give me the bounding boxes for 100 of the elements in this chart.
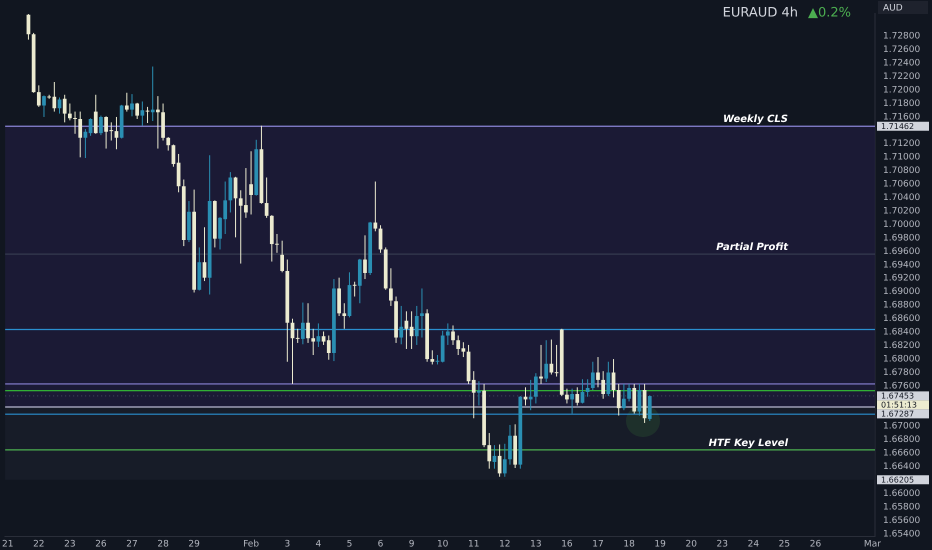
candlestick [580, 378, 584, 404]
candlestick [601, 370, 606, 400]
y-tick-label: 1.69800 [883, 233, 920, 244]
y-tick-label: 1.72800 [883, 32, 920, 42]
y-tick-label: 1.68400 [883, 328, 920, 338]
candlestick [58, 96, 62, 114]
y-tick-label: 1.69000 [883, 287, 920, 298]
x-tick-label: 25 [778, 539, 790, 550]
candlestick [301, 302, 305, 345]
y-tick-label: 1.70800 [883, 166, 920, 176]
y-tick-label: 1.68600 [883, 314, 920, 324]
candlestick [352, 281, 357, 298]
candlestick [446, 322, 450, 346]
x-tick-label: 26 [810, 539, 822, 550]
candlestick [606, 361, 610, 397]
y-tick-label: 1.67000 [883, 422, 920, 432]
candlestick [280, 240, 284, 273]
candlestick [632, 383, 636, 414]
candlestick [492, 444, 496, 470]
text: 1.71462 [881, 122, 914, 131]
candlestick [114, 116, 118, 150]
x-tick-label: 12 [499, 539, 511, 550]
x-tick-label: 23 [64, 539, 76, 550]
candlestick [316, 322, 320, 348]
y-tick-label: 1.72400 [883, 58, 920, 69]
y-tick-label: 1.69200 [883, 274, 920, 284]
ref-line-label: Weekly CLS [723, 114, 788, 126]
x-tick-label: 29 [188, 539, 200, 550]
y-tick-label: 1.68200 [883, 340, 920, 351]
candlestick [498, 444, 502, 478]
candlestick [420, 288, 424, 338]
y-tick-label: 1.71600 [883, 112, 920, 122]
x-tick-label: 6 [378, 539, 384, 550]
text: 1.66205 [881, 475, 914, 484]
candlestick [487, 432, 492, 470]
candlestick [378, 224, 382, 254]
candlestick [78, 111, 82, 158]
candlestick [565, 388, 569, 404]
y-tick-label: 1.65400 [883, 529, 920, 540]
candlestick [539, 344, 543, 384]
x-tick-label: 22 [33, 539, 45, 550]
candlestick [202, 226, 206, 282]
candlestick [544, 340, 548, 382]
x-tick-label: Feb [243, 539, 260, 550]
candlestick [94, 94, 98, 134]
y-tick-label: 1.72000 [883, 85, 920, 96]
candlestick [99, 115, 103, 136]
x-tick-label: 10 [436, 539, 449, 550]
x-tick-label: 28 [157, 539, 170, 550]
candlestick [508, 424, 512, 466]
candlestick [150, 66, 155, 122]
x-tick-label: 4 [316, 539, 322, 550]
candlestick [290, 318, 294, 384]
candlestick [575, 386, 580, 406]
candlestick [524, 386, 528, 406]
x-tick-label: 26 [95, 539, 107, 550]
candlestick [26, 14, 30, 40]
x-tick-label: 23 [716, 539, 728, 550]
x-tick-label: 18 [623, 539, 636, 550]
candlestick [140, 100, 144, 126]
y-tick-label: 1.70000 [883, 220, 920, 230]
x-tick-label: 3 [284, 539, 290, 550]
candlestick [36, 84, 41, 108]
candlestick [228, 172, 232, 213]
candlestick [502, 443, 507, 478]
y-tick-label: 1.66000 [883, 488, 920, 499]
candlestick [311, 328, 316, 356]
candlestick [156, 96, 160, 150]
candlestick [130, 94, 134, 117]
candlestick [586, 378, 590, 398]
y-tick-label: 1.65600 [883, 516, 920, 526]
candlestick [306, 302, 310, 344]
x-tick-label: 21 [2, 539, 14, 550]
ref-line-label: Partial Profit [716, 242, 790, 254]
y-tick-label: 1.68800 [883, 300, 920, 311]
x-tick-label: 17 [592, 539, 604, 550]
y-tick-label: 1.72200 [883, 72, 920, 82]
candlestick [534, 372, 538, 404]
y-tick-label: 1.70200 [883, 206, 920, 216]
x-tick-label: 27 [126, 539, 138, 550]
x-tick-label: 13 [530, 539, 542, 550]
candlestick [638, 383, 642, 416]
y-tick-label: 1.66400 [883, 462, 920, 472]
candlestick [296, 328, 300, 344]
candlestick [42, 94, 46, 118]
text: 01:51:13 [881, 400, 917, 410]
candlestick [264, 176, 268, 218]
chart-subtitle: ▲0.2% [808, 5, 851, 20]
candlestick [234, 176, 238, 238]
y-tick-label: 1.70600 [883, 180, 920, 190]
x-tick-label: 11 [468, 539, 480, 550]
candlestick [124, 92, 129, 112]
candlestick [363, 234, 367, 280]
candlestick [451, 324, 455, 346]
y-tick-label: 1.68000 [883, 354, 920, 364]
y-axis-title: AUD [883, 3, 903, 14]
y-tick-label: 1.66800 [883, 435, 920, 446]
ref-line-label: HTF Key Level [708, 438, 789, 449]
candlestick [389, 268, 393, 306]
x-tick-label: Mar [864, 539, 882, 550]
